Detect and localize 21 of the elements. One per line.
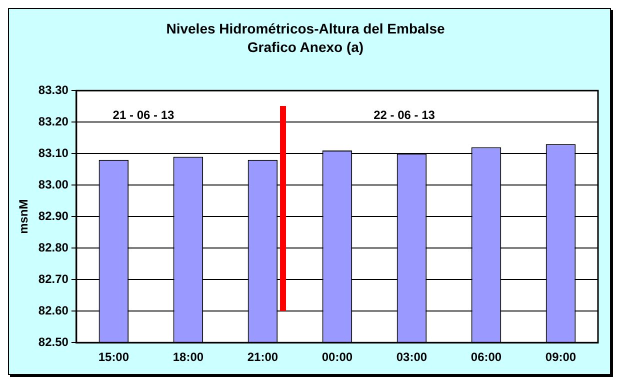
y-tick-label: 83.30 (38, 82, 69, 97)
annotation: 22 - 06 - 13 (374, 108, 436, 122)
x-tick-label: 06:00 (470, 350, 502, 364)
y-tick-label: 82.90 (38, 208, 69, 223)
x-tick-label: 15:00 (98, 350, 130, 364)
x-tick-label: 21:00 (247, 350, 278, 364)
y-tick-label: 82.70 (38, 272, 69, 286)
x-tick-label: 03:00 (396, 350, 428, 364)
annotation: 21 - 06 - 13 (112, 108, 174, 122)
y-tick-label: 82.80 (38, 240, 69, 254)
chart-subtitle: Grafico Anexo (a) (247, 39, 364, 56)
x-tick-label: 09:00 (545, 350, 576, 364)
y-tick-label: 82.50 (38, 334, 69, 349)
y-axis-title: msnM (16, 199, 31, 234)
y-tick-label: 83.00 (38, 177, 69, 192)
y-tick-label: 83.10 (38, 146, 69, 160)
chart-title: Niveles Hidrométricos-Altura del Embalse (166, 20, 445, 36)
x-tick-label: 18:00 (172, 350, 204, 364)
y-tick-label: 83.20 (38, 114, 69, 128)
y-tick-label: 82.60 (38, 303, 69, 318)
x-tick-label: 00:00 (322, 350, 353, 364)
